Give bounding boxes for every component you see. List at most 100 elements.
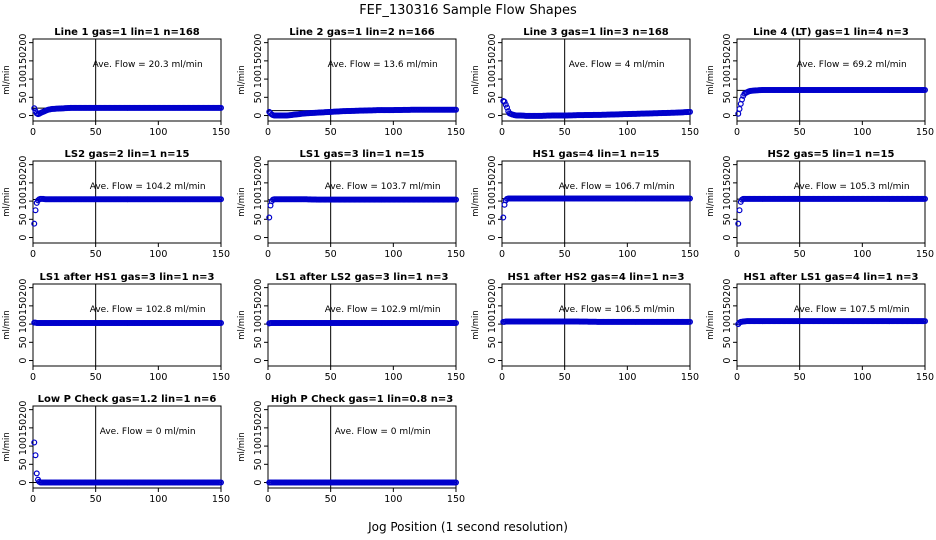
x-tick-label: 50 xyxy=(325,127,337,138)
y-axis-label: ml/min xyxy=(706,65,716,95)
average-flow-label: Ave. Flow = 107.5 ml/min xyxy=(794,305,910,315)
y-axis-label: ml/min xyxy=(2,310,12,340)
panel-1: Line 1 gas=1 lin=1 n=168050100150200ml/m… xyxy=(2,27,230,138)
x-tick-label: 0 xyxy=(499,372,505,383)
data-point xyxy=(31,220,38,227)
y-tick-label: 0 xyxy=(253,480,264,486)
y-tick-label: 50 xyxy=(253,213,264,225)
y-tick-label: 100 xyxy=(253,70,264,88)
plot-frame xyxy=(736,283,926,367)
panel-title: HS1 gas=4 lin=1 n=15 xyxy=(533,149,660,160)
y-tick-label: 50 xyxy=(487,213,498,225)
x-tick-label: 0 xyxy=(734,249,740,260)
x-tick-label: 150 xyxy=(447,249,465,260)
y-axis-label: ml/min xyxy=(2,65,12,95)
x-tick-label: 100 xyxy=(149,249,167,260)
y-axis-label: ml/min xyxy=(2,187,12,217)
y-tick-label: 50 xyxy=(722,213,733,225)
y-tick-label: 0 xyxy=(18,358,29,364)
y-tick-label: 0 xyxy=(487,358,498,364)
y-tick-label: 200 xyxy=(722,156,733,174)
x-tick-label: 150 xyxy=(916,249,934,260)
panel-3: Line 3 gas=1 lin=3 n=168050100150200ml/m… xyxy=(471,27,699,138)
y-tick-label: 0 xyxy=(253,113,264,119)
y-tick-label: 150 xyxy=(253,52,264,70)
data-point xyxy=(453,479,460,486)
x-tick-label: 0 xyxy=(265,127,271,138)
y-tick-label: 200 xyxy=(722,34,733,52)
panel-14: High P Check gas=1 lin=0.8 n=30501001502… xyxy=(237,394,465,505)
x-tick-label: 50 xyxy=(325,372,337,383)
x-tick-label: 50 xyxy=(794,249,806,260)
panel-title: Line 4 (LT) gas=1 lin=4 n=3 xyxy=(753,27,909,38)
y-tick-label: 50 xyxy=(253,336,264,348)
x-tick-label: 50 xyxy=(794,372,806,383)
x-tick-label: 50 xyxy=(325,249,337,260)
y-tick-label: 150 xyxy=(18,419,29,437)
y-tick-label: 0 xyxy=(253,235,264,241)
y-tick-label: 150 xyxy=(487,52,498,70)
x-tick-label: 100 xyxy=(384,372,402,383)
x-tick-label: 150 xyxy=(681,372,699,383)
y-tick-label: 150 xyxy=(722,174,733,192)
y-tick-label: 150 xyxy=(253,419,264,437)
y-tick-label: 200 xyxy=(253,279,264,297)
panel-title: LS1 gas=3 lin=1 n=15 xyxy=(300,149,425,160)
x-tick-label: 100 xyxy=(384,494,402,505)
x-tick-label: 100 xyxy=(618,249,636,260)
data-point xyxy=(504,104,511,111)
data-point xyxy=(266,214,273,221)
average-flow-label: Ave. Flow = 102.9 ml/min xyxy=(325,305,441,315)
x-tick-label: 100 xyxy=(149,372,167,383)
data-point xyxy=(32,207,39,214)
y-tick-label: 100 xyxy=(18,315,29,333)
x-tick-label: 150 xyxy=(916,372,934,383)
plot-frame xyxy=(501,283,691,367)
x-tick-label: 150 xyxy=(212,494,230,505)
panel-10: LS1 after LS2 gas=3 lin=1 n=305010015020… xyxy=(237,272,465,383)
y-tick-label: 0 xyxy=(487,235,498,241)
x-tick-label: 150 xyxy=(212,127,230,138)
x-tick-label: 50 xyxy=(90,127,102,138)
y-tick-label: 50 xyxy=(18,458,29,470)
y-tick-label: 100 xyxy=(487,315,498,333)
x-tick-label: 50 xyxy=(559,127,571,138)
y-tick-label: 50 xyxy=(253,458,264,470)
panel-title: LS2 gas=2 lin=1 n=15 xyxy=(65,149,190,160)
y-tick-label: 200 xyxy=(18,156,29,174)
panels-group: Line 1 gas=1 lin=1 n=168050100150200ml/m… xyxy=(2,27,934,505)
y-tick-label: 50 xyxy=(487,336,498,348)
data-point xyxy=(32,452,39,459)
y-tick-label: 150 xyxy=(18,174,29,192)
y-axis-label: ml/min xyxy=(706,310,716,340)
x-tick-label: 0 xyxy=(734,372,740,383)
data-point xyxy=(502,101,509,108)
x-tick-label: 100 xyxy=(618,127,636,138)
panel-title: HS1 after LS1 gas=4 lin=1 n=3 xyxy=(743,272,918,283)
plot-frame xyxy=(736,160,926,244)
y-tick-label: 50 xyxy=(722,91,733,103)
y-tick-label: 50 xyxy=(18,91,29,103)
y-tick-label: 200 xyxy=(487,279,498,297)
data-point xyxy=(453,319,460,326)
average-flow-label: Ave. Flow = 20.3 ml/min xyxy=(93,60,203,70)
y-tick-label: 150 xyxy=(18,52,29,70)
data-point xyxy=(218,196,225,203)
average-flow-label: Ave. Flow = 69.2 ml/min xyxy=(797,60,907,70)
y-axis-label: ml/min xyxy=(706,187,716,217)
y-axis-label: ml/min xyxy=(471,187,481,217)
y-tick-label: 150 xyxy=(487,174,498,192)
x-tick-label: 50 xyxy=(325,494,337,505)
panel-title: Line 2 gas=1 lin=2 n=166 xyxy=(289,27,435,38)
data-point xyxy=(218,104,225,111)
panel-title: Low P Check gas=1.2 lin=1 n=6 xyxy=(38,394,217,405)
y-tick-label: 0 xyxy=(722,113,733,119)
x-tick-label: 0 xyxy=(265,249,271,260)
average-flow-label: Ave. Flow = 104.2 ml/min xyxy=(90,182,206,192)
average-flow-label: Ave. Flow = 105.3 ml/min xyxy=(794,182,910,192)
x-tick-label: 150 xyxy=(212,372,230,383)
y-tick-label: 100 xyxy=(253,192,264,210)
data-point xyxy=(501,98,508,105)
